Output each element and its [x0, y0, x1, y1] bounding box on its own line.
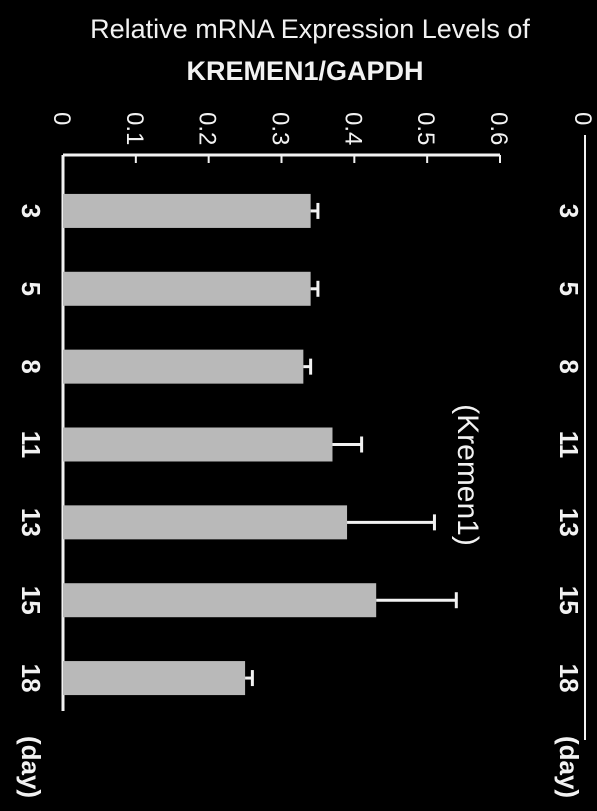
bar — [63, 193, 311, 228]
partial-panel-unit-label: (day) — [554, 736, 584, 798]
partial-panel-category-label: 8 — [554, 359, 584, 373]
bar — [63, 271, 311, 306]
partial-panel-tick-label: 0 — [569, 112, 596, 125]
value-tick-label: 0.6 — [485, 112, 512, 145]
plot-area: 0 0.1 0.2 0.3 0.4 0.5 0.6 3 5 8 11 13 15 18 (day) — [16, 112, 512, 798]
partial-panel-category-label: 18 — [554, 664, 584, 693]
value-tick-label: 0.1 — [121, 112, 148, 145]
value-tick-label: 0.4 — [339, 112, 366, 145]
bar — [63, 583, 377, 618]
value-tick-label: 0 — [48, 112, 75, 125]
partial-panel-category-label: 5 — [554, 282, 584, 296]
category-tick-label: 15 — [16, 586, 46, 615]
category-tick-label: 11 — [16, 431, 46, 459]
category-tick-label: 8 — [16, 359, 46, 373]
category-tick-label: 13 — [16, 508, 46, 537]
partial-left-panel: 0 3 5 8 11 13 15 18 (day) — [554, 112, 596, 798]
chart-subtitle: KREMEN1/GAPDH — [186, 56, 423, 86]
bar — [63, 349, 304, 384]
partial-panel-category-label: 15 — [554, 586, 584, 615]
value-tick-label: 0.2 — [194, 112, 221, 145]
category-axis-unit-label: (day) — [16, 736, 46, 798]
series-annotation: (Kremen1) — [451, 404, 484, 546]
category-tick-label: 18 — [16, 664, 46, 693]
category-tick-label: 3 — [16, 204, 46, 218]
partial-panel-category-label: 3 — [554, 204, 584, 218]
category-tick-label: 5 — [16, 282, 46, 296]
bar — [63, 661, 246, 696]
value-tick-label: 0.5 — [412, 112, 439, 145]
value-tick-label: 0.3 — [267, 112, 294, 145]
bar — [63, 505, 348, 540]
partial-panel-category-label: 11 — [554, 431, 584, 459]
chart-title: Relative mRNA Expression Levels of — [90, 14, 530, 44]
bar — [63, 427, 333, 462]
partial-panel-category-label: 13 — [554, 508, 584, 537]
